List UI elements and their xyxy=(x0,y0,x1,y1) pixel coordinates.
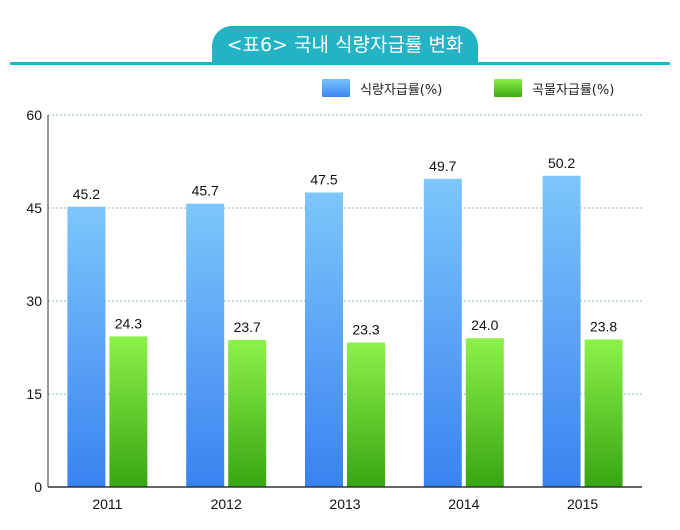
data-label: 24.0 xyxy=(471,317,498,333)
data-labels: 45.2 24.3 45.7 23.7 47.5 23.3 49.7 24.0 50.2 23.8 xyxy=(73,155,618,338)
grain-self-sufficiency-bar xyxy=(584,339,623,487)
title-rule xyxy=(10,62,670,65)
data-label: 49.7 xyxy=(429,158,456,174)
data-label: 23.7 xyxy=(234,319,261,335)
data-label: 50.2 xyxy=(548,155,575,171)
y-tick-label: 60 xyxy=(26,107,42,123)
chart-title: <표6> 국내 식량자급률 변화 xyxy=(212,26,478,64)
axes: 0 15 30 45 60 2011 2012 2013 2014 2015 xyxy=(26,107,642,512)
x-tick-label: 2011 xyxy=(92,496,122,512)
legend-label-food: 식량자급률(%) xyxy=(360,82,443,98)
food-self-sufficiency-bar xyxy=(542,175,581,487)
grain-self-sufficiency-bar xyxy=(228,340,267,487)
food-self-sufficiency-bar xyxy=(67,206,106,487)
food-self-sufficiency-bar xyxy=(423,178,462,488)
bars xyxy=(67,175,623,488)
legend-swatch-food xyxy=(322,79,350,97)
gridlines xyxy=(48,114,642,395)
x-tick-label: 2013 xyxy=(329,496,360,512)
y-tick-label: 0 xyxy=(34,479,42,495)
y-tick-label: 30 xyxy=(26,293,42,309)
legend-label-grain: 곡물자급률(%) xyxy=(532,82,615,98)
x-tick-label: 2012 xyxy=(211,496,242,512)
data-label: 23.8 xyxy=(590,318,617,334)
legend-item-food: 식량자급률(%) xyxy=(322,78,442,98)
grain-self-sufficiency-bar xyxy=(109,336,148,487)
y-tick-label: 15 xyxy=(26,386,42,402)
legend-swatch-grain xyxy=(494,79,522,97)
grain-self-sufficiency-bar xyxy=(347,342,385,487)
legend-item-grain: 곡물자급률(%) xyxy=(494,78,614,98)
data-label: 45.7 xyxy=(192,183,219,199)
x-tick-label: 2015 xyxy=(567,496,598,512)
x-tick-label: 2014 xyxy=(448,496,479,512)
y-tick-label: 45 xyxy=(26,200,42,216)
data-label: 24.3 xyxy=(115,315,142,331)
data-label: 45.2 xyxy=(73,186,100,202)
food-self-sufficiency-bar xyxy=(305,192,343,487)
data-label: 47.5 xyxy=(310,172,337,188)
data-label: 23.3 xyxy=(352,322,379,338)
food-self-sufficiency-bar xyxy=(186,203,225,487)
grain-self-sufficiency-bar xyxy=(465,338,504,487)
